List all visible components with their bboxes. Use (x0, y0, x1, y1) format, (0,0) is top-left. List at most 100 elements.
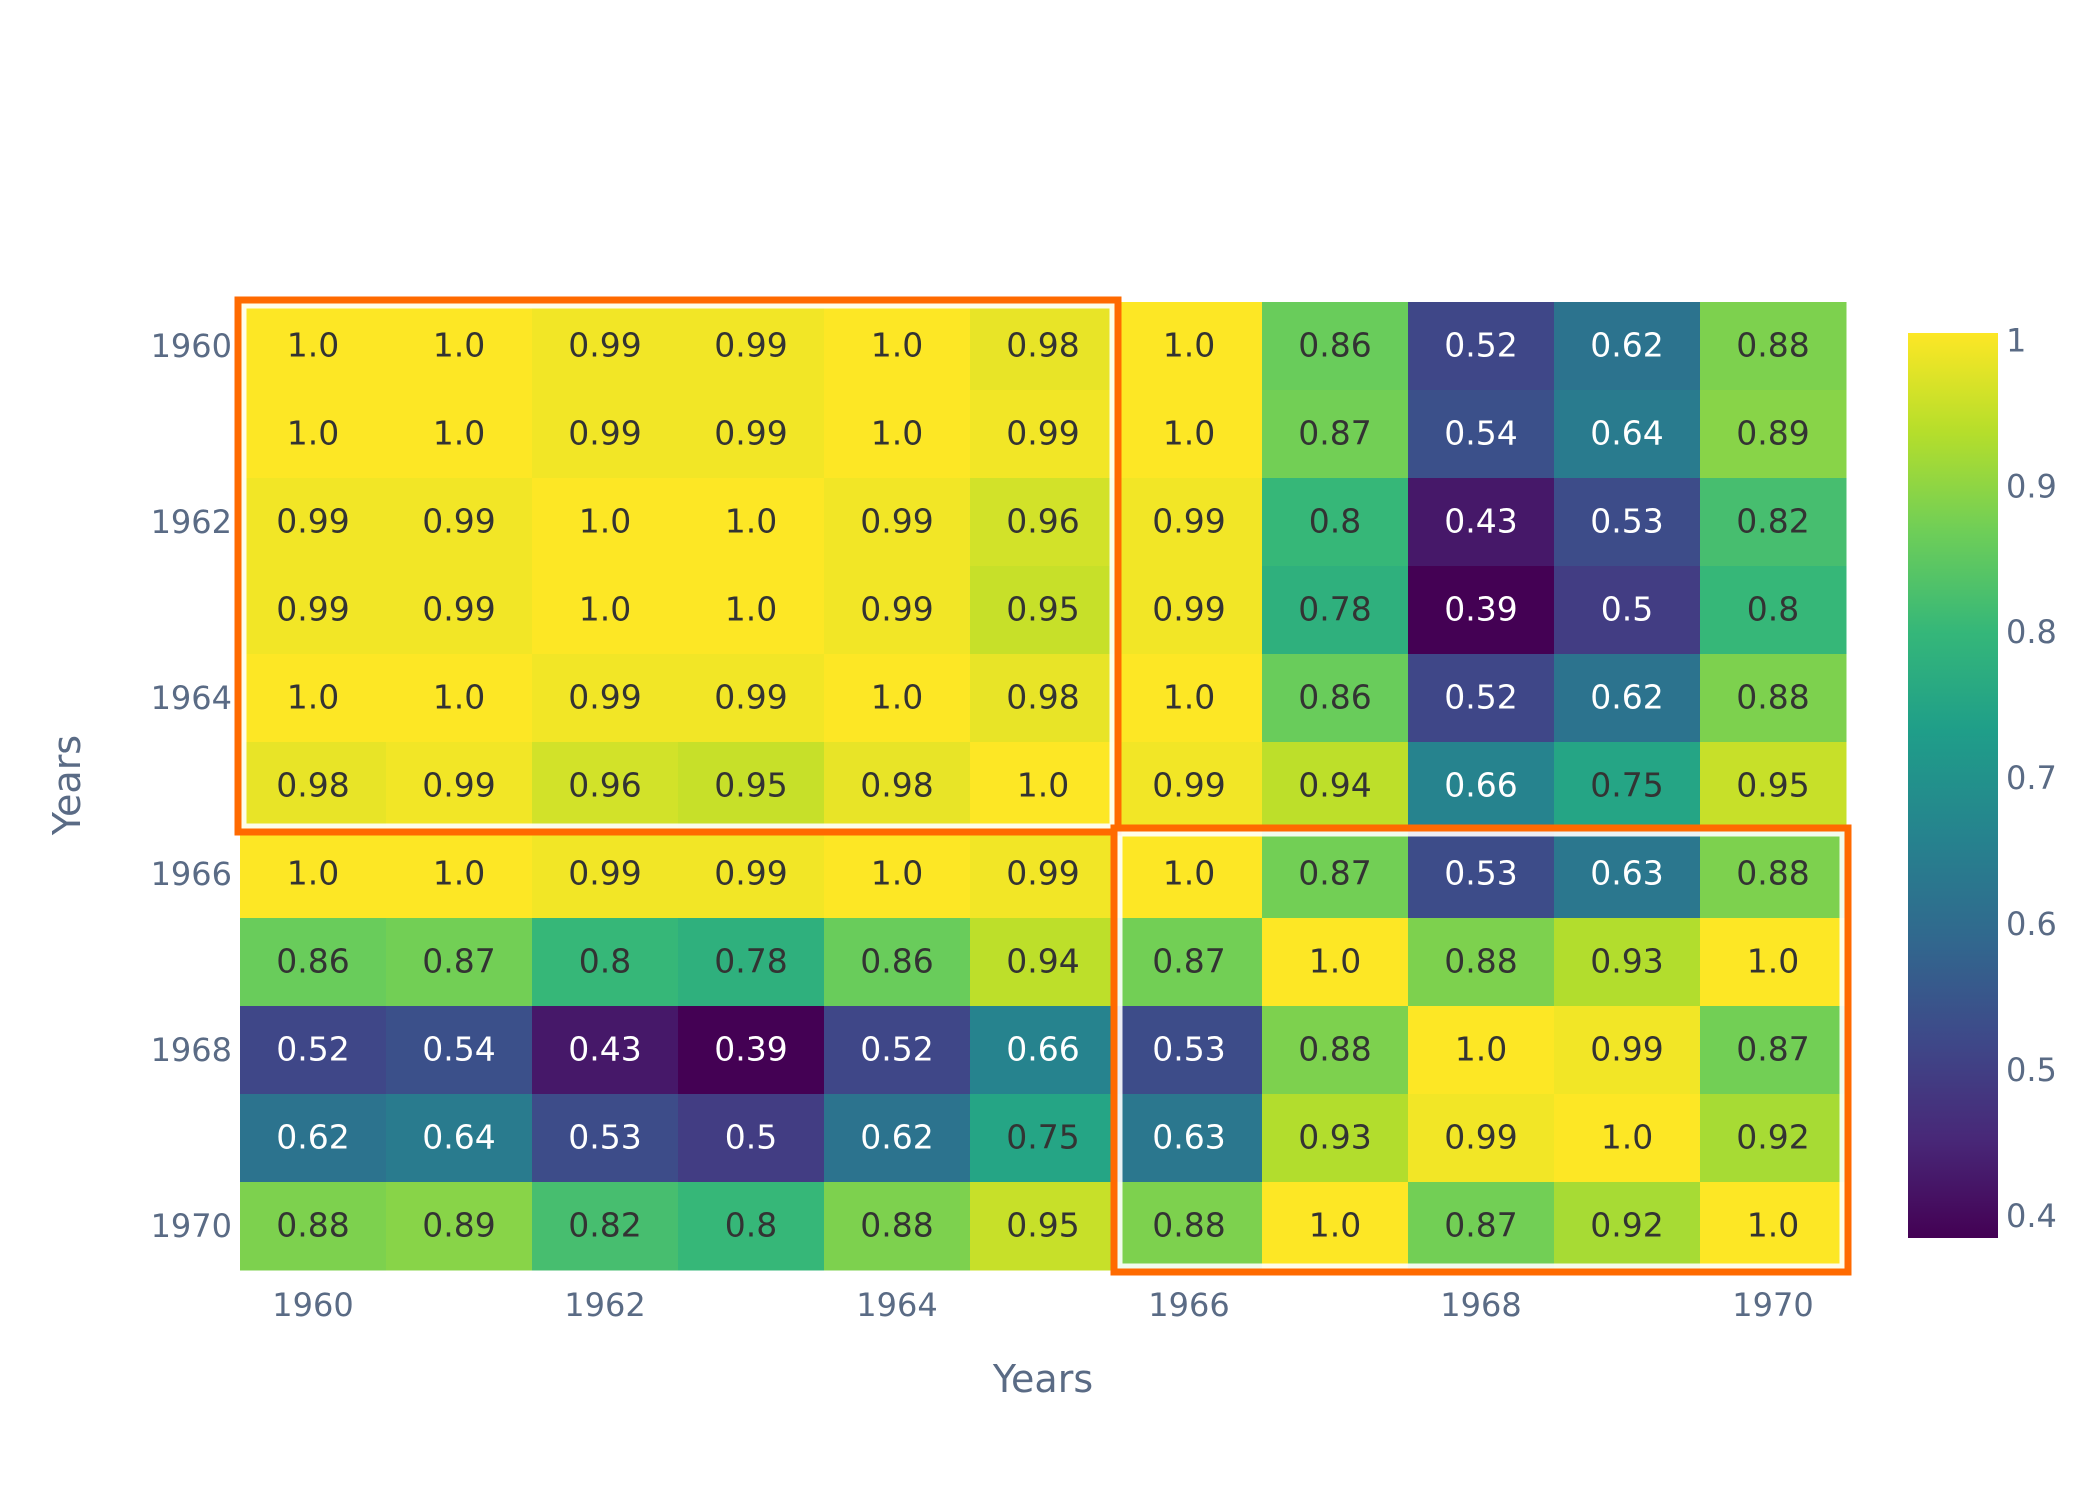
heatmap-cell-label: 0.54 (422, 1030, 495, 1069)
heatmap-cell (678, 390, 825, 479)
heatmap-cell-label: 0.88 (1152, 1206, 1225, 1245)
x-tick-label: 1966 (1148, 1286, 1229, 1324)
heatmap-cell-label: 0.62 (1590, 678, 1663, 717)
heatmap-cell (1408, 478, 1555, 567)
heatmap-cell-label: 1.0 (1163, 854, 1215, 893)
heatmap-cell (386, 566, 533, 655)
heatmap-cell-label: 0.53 (568, 1118, 641, 1157)
y-tick-label: 1964 (151, 679, 232, 717)
y-tick-label: 1968 (151, 1031, 232, 1069)
y-tick-label: 1962 (151, 503, 232, 541)
heatmap-cell-label: 0.66 (1006, 1030, 1079, 1069)
heatmap-cell-label: 0.5 (725, 1118, 777, 1157)
heatmap-cell (970, 390, 1117, 479)
highlight-box-inner (241, 303, 1115, 829)
highlight-boxes (234, 296, 1852, 1276)
heatmap-cell (1554, 918, 1701, 1007)
heatmap-cell-label: 0.78 (714, 942, 787, 981)
heatmap-cell (824, 1094, 971, 1183)
heatmap-cell (824, 390, 971, 479)
heatmap-cell (824, 478, 971, 567)
heatmap-cell-label: 0.99 (568, 854, 641, 893)
colorbar: 1 0.9 0.8 0.7 0.6 0.5 0.4 (1908, 321, 2057, 1238)
heatmap-cell-label: 0.62 (276, 1118, 349, 1157)
heatmap-cell-label: 1.0 (1747, 1206, 1799, 1245)
heatmap-cell-label: 0.92 (1590, 1206, 1663, 1245)
heatmap-cell-label: 0.88 (1736, 678, 1809, 717)
heatmap-cell-label: 0.99 (1444, 1118, 1517, 1157)
heatmap-cell (824, 302, 971, 391)
heatmap-cell (1116, 302, 1263, 391)
heatmap-cell (678, 566, 825, 655)
heatmap-cell (386, 1094, 533, 1183)
heatmap-cell-label: 0.43 (568, 1030, 641, 1069)
heatmap-cell (386, 302, 533, 391)
heatmap-cell (678, 302, 825, 391)
heatmap-cell (1408, 566, 1555, 655)
heatmap-cell (1408, 830, 1555, 919)
heatmap-cell (1700, 390, 1847, 479)
heatmap-cell (1408, 918, 1555, 1007)
heatmap-cell (1554, 390, 1701, 479)
heatmap-cell-label: 0.99 (1152, 502, 1225, 541)
heatmap-cell-label: 0.88 (1736, 854, 1809, 893)
heatmap-cell-label: 0.99 (276, 590, 349, 629)
heatmap-cell (386, 1182, 533, 1271)
heatmap-cell-label: 0.75 (1006, 1118, 1079, 1157)
heatmap-cell-label: 0.5 (1601, 590, 1653, 629)
heatmap-cell-label: 0.99 (276, 502, 349, 541)
y-tick-label: 1966 (151, 855, 232, 893)
heatmap-cell (1262, 478, 1409, 567)
colorbar-tick-label: 1 (2006, 321, 2026, 359)
heatmap-cell-label: 0.99 (422, 590, 495, 629)
heatmap-cell-label: 0.86 (276, 942, 349, 981)
heatmap-cell (1262, 302, 1409, 391)
heatmap-cell (386, 918, 533, 1007)
heatmap-cell (1554, 830, 1701, 919)
heatmap-cell-label: 1.0 (579, 590, 631, 629)
heatmap-cell-label: 0.53 (1590, 502, 1663, 541)
heatmap-cell-label: 0.64 (422, 1118, 495, 1157)
heatmap-cell-label: 1.0 (1163, 326, 1215, 365)
heatmap-cell-label: 0.63 (1152, 1118, 1225, 1157)
heatmap-cell (1700, 302, 1847, 391)
heatmap-cell (1116, 1006, 1263, 1095)
heatmap-cell-label: 0.52 (276, 1030, 349, 1069)
heatmap-cell (1116, 654, 1263, 743)
heatmap-cell (824, 654, 971, 743)
heatmap-cell-label: 1.0 (287, 678, 339, 717)
heatmap-cell (678, 830, 825, 919)
heatmap-cell-label: 0.88 (276, 1206, 349, 1245)
heatmap-cell-label: 0.99 (860, 590, 933, 629)
heatmap-cell-label: 1.0 (433, 854, 485, 893)
heatmap-cell-label: 0.99 (568, 678, 641, 717)
heatmap-cell-label: 0.88 (1736, 326, 1809, 365)
heatmap-cell-label: 0.43 (1444, 502, 1517, 541)
heatmap-cell (1554, 478, 1701, 567)
heatmap-cell-label: 1.0 (871, 678, 923, 717)
heatmap-cell (1408, 1006, 1555, 1095)
heatmap-cell-label: 0.89 (422, 1206, 495, 1245)
heatmap-cell (1554, 1006, 1701, 1095)
heatmap-cell (1700, 918, 1847, 1007)
heatmap-cell (1700, 1094, 1847, 1183)
heatmap-cell-label: 1.0 (1601, 1118, 1653, 1157)
heatmap-cell (1700, 654, 1847, 743)
heatmap-cell-label: 0.98 (1006, 326, 1079, 365)
heatmap-cell (1116, 1094, 1263, 1183)
heatmap-cell-label: 0.95 (1006, 1206, 1079, 1245)
heatmap-cell-label: 0.98 (860, 766, 933, 805)
heatmap-cell (240, 742, 387, 831)
heatmap-cell (678, 654, 825, 743)
heatmap-cell (386, 830, 533, 919)
heatmap-cell (1262, 1182, 1409, 1271)
heatmap-cell-label: 0.8 (579, 942, 631, 981)
heatmap-cell (1262, 830, 1409, 919)
heatmap-cell-label: 1.0 (433, 326, 485, 365)
heatmap-cell-label: 0.86 (1298, 326, 1371, 365)
heatmap-cell-label: 0.93 (1298, 1118, 1371, 1157)
heatmap-cell-label: 1.0 (433, 414, 485, 453)
heatmap-cell-label: 0.99 (1590, 1030, 1663, 1069)
heatmap-cells (240, 302, 1847, 1271)
heatmap-cell (678, 1094, 825, 1183)
